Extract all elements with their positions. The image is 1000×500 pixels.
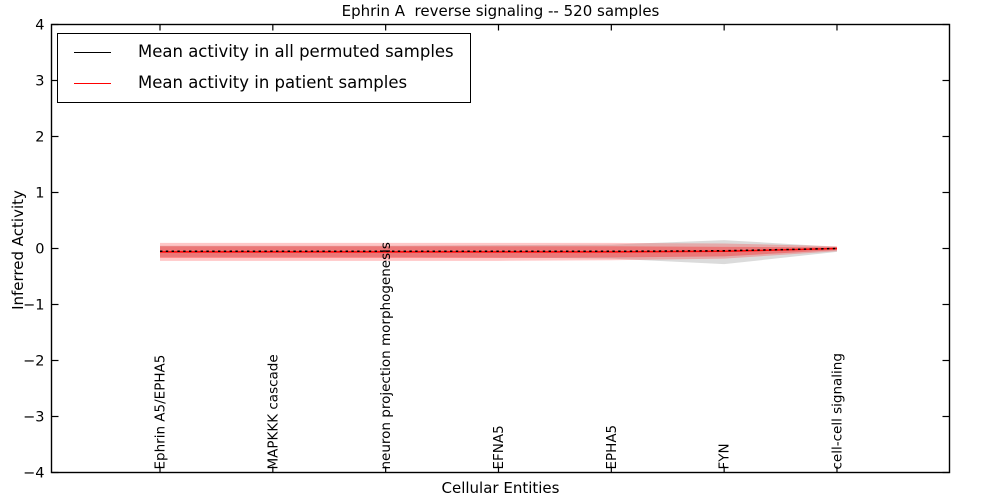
x-tick-label: Ephrin A5/EPHA5 <box>153 355 169 470</box>
y-tick-label: −1 <box>23 298 44 314</box>
y-tick-label: 0 <box>35 242 44 258</box>
legend-label-permuted: Mean activity in all permuted samples <box>138 42 454 61</box>
legend-label-patient: Mean activity in patient samples <box>138 73 408 92</box>
legend-entry-permuted: Mean activity in all permuted samples <box>74 40 454 64</box>
y-axis-label: Inferred Activity <box>9 190 27 310</box>
x-tick-label: EFNA5 <box>491 425 507 469</box>
x-tick-label: MAPKKK cascade <box>265 354 281 469</box>
y-tick-label: −4 <box>23 466 44 482</box>
y-tick-label: 2 <box>35 130 44 146</box>
y-tick-label: 1 <box>35 186 44 202</box>
y-tick-label: −2 <box>23 354 44 370</box>
y-tick-label: 4 <box>35 18 44 34</box>
legend: Mean activity in all permuted samples Me… <box>57 33 471 103</box>
chart-title: Ephrin A reverse signaling -- 520 sample… <box>341 2 660 20</box>
x-tick-label: FYN <box>717 443 733 469</box>
y-tick-label: 3 <box>35 74 44 90</box>
x-tick-label: cell-cell signaling <box>829 353 845 469</box>
red-line-swatch-icon <box>74 82 111 84</box>
x-axis-label: Cellular Entities <box>441 479 560 497</box>
permuted-mean-line <box>160 247 837 253</box>
y-tick-label: −3 <box>23 410 44 426</box>
x-tick-label: EPHA5 <box>604 425 620 470</box>
legend-entry-patient: Mean activity in patient samples <box>74 71 454 95</box>
x-tick-label: neuron projection morphogenesis <box>378 242 394 469</box>
black-line-swatch-icon <box>74 51 111 53</box>
